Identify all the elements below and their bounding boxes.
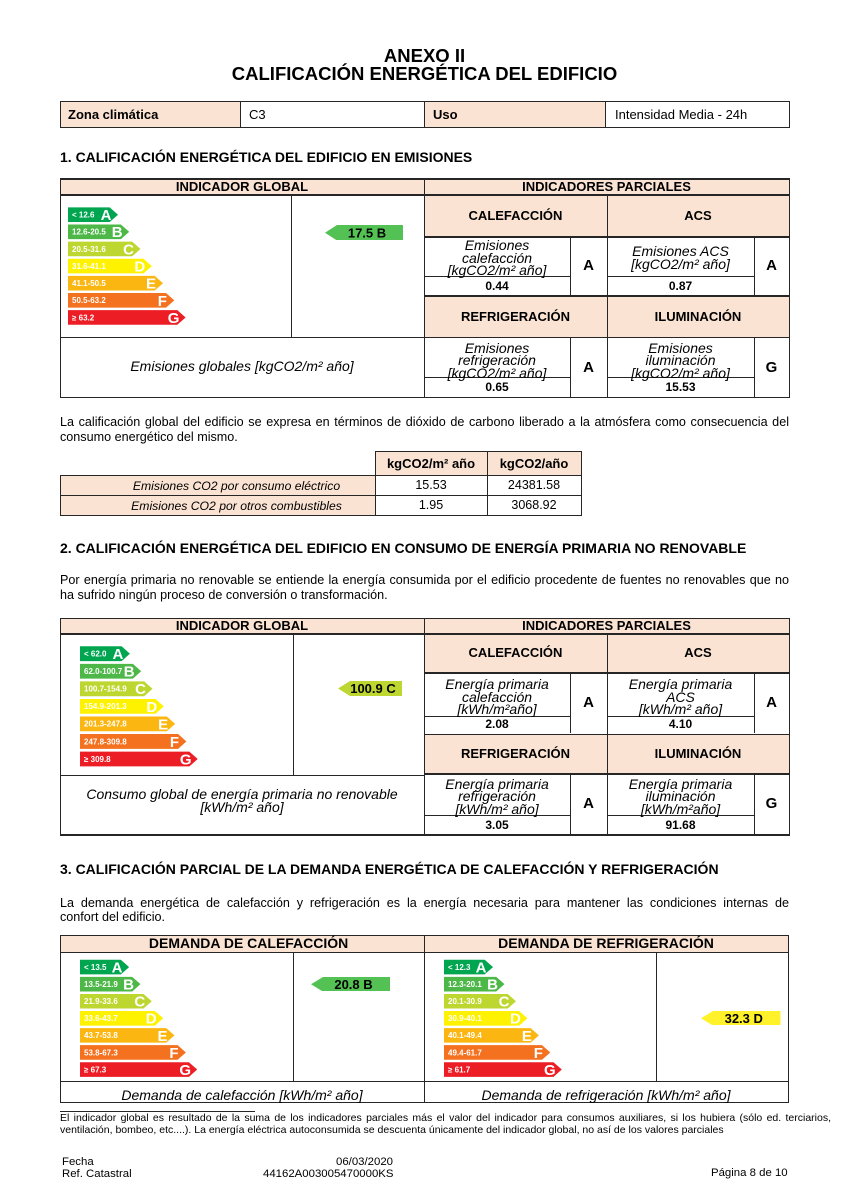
svg-text:D: D — [134, 258, 145, 275]
svg-text:201.3-247.8: 201.3-247.8 — [84, 720, 127, 729]
svg-text:30.9-40.1: 30.9-40.1 — [448, 1014, 482, 1023]
svg-text:C: C — [499, 993, 510, 1010]
svg-text:A: A — [112, 646, 123, 663]
svg-text:≥ 61.7: ≥ 61.7 — [448, 1065, 471, 1074]
svg-text:21.9-33.6: 21.9-33.6 — [84, 997, 118, 1006]
svg-text:33.6-43.7: 33.6-43.7 — [84, 1014, 118, 1023]
svg-text:49.4-61.7: 49.4-61.7 — [448, 1048, 482, 1057]
svg-text:G: G — [179, 1062, 191, 1079]
svg-text:E: E — [522, 1028, 532, 1045]
svg-text:20.8 B: 20.8 B — [334, 977, 372, 992]
svg-text:62.0-100.7: 62.0-100.7 — [84, 667, 123, 676]
svg-text:≥ 67.3: ≥ 67.3 — [84, 1065, 107, 1074]
svg-text:F: F — [534, 1045, 543, 1062]
svg-text:A: A — [112, 959, 123, 976]
svg-text:F: F — [169, 1045, 178, 1062]
svg-text:C: C — [123, 241, 134, 258]
svg-text:100.9 C: 100.9 C — [350, 681, 396, 696]
svg-text:D: D — [146, 699, 157, 716]
svg-text:< 13.5: < 13.5 — [84, 963, 107, 972]
svg-text:B: B — [112, 224, 123, 241]
svg-text:53.8-67.3: 53.8-67.3 — [84, 1048, 118, 1057]
svg-text:≥ 309.8: ≥ 309.8 — [84, 755, 111, 764]
svg-text:B: B — [487, 976, 498, 993]
svg-text:C: C — [135, 681, 146, 698]
svg-text:G: G — [168, 310, 180, 327]
svg-text:C: C — [134, 993, 145, 1010]
svg-text:B: B — [124, 664, 135, 681]
svg-text:F: F — [170, 734, 179, 751]
svg-text:41.1-50.5: 41.1-50.5 — [72, 279, 106, 288]
svg-text:247.8-309.8: 247.8-309.8 — [84, 737, 127, 746]
svg-text:12.6-20.5: 12.6-20.5 — [72, 228, 106, 237]
svg-text:20.1-30.9: 20.1-30.9 — [448, 997, 482, 1006]
svg-text:E: E — [146, 276, 156, 293]
svg-text:100.7-154.9: 100.7-154.9 — [84, 685, 127, 694]
svg-text:B: B — [123, 976, 134, 993]
svg-text:F: F — [158, 293, 167, 310]
svg-text:31.6-41.1: 31.6-41.1 — [72, 262, 106, 271]
svg-text:43.7-53.8: 43.7-53.8 — [84, 1031, 118, 1040]
svg-text:< 12.6: < 12.6 — [72, 211, 95, 220]
svg-text:E: E — [158, 716, 168, 733]
svg-text:D: D — [510, 1011, 521, 1028]
svg-text:40.1-49.4: 40.1-49.4 — [448, 1031, 482, 1040]
svg-text:< 62.0: < 62.0 — [84, 650, 107, 659]
svg-text:E: E — [157, 1028, 167, 1045]
svg-text:≥ 63.2: ≥ 63.2 — [72, 313, 95, 322]
svg-text:A: A — [101, 207, 112, 224]
svg-text:12.3-20.1: 12.3-20.1 — [448, 980, 482, 989]
svg-text:< 12.3: < 12.3 — [448, 963, 471, 972]
svg-text:32.3 D: 32.3 D — [725, 1011, 763, 1026]
svg-text:20.5-31.6: 20.5-31.6 — [72, 245, 106, 254]
svg-text:154.9-201.3: 154.9-201.3 — [84, 702, 127, 711]
svg-text:A: A — [476, 959, 487, 976]
svg-text:G: G — [544, 1062, 556, 1079]
svg-text:50.5-63.2: 50.5-63.2 — [72, 296, 106, 305]
svg-text:13.5-21.9: 13.5-21.9 — [84, 980, 118, 989]
svg-text:D: D — [146, 1011, 157, 1028]
svg-text:17.5 B: 17.5 B — [348, 225, 386, 240]
svg-text:G: G — [180, 751, 192, 768]
